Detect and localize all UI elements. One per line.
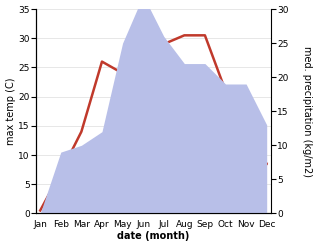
Y-axis label: max temp (C): max temp (C) — [5, 78, 16, 145]
Y-axis label: med. precipitation (kg/m2): med. precipitation (kg/m2) — [302, 46, 313, 177]
X-axis label: date (month): date (month) — [117, 231, 190, 242]
